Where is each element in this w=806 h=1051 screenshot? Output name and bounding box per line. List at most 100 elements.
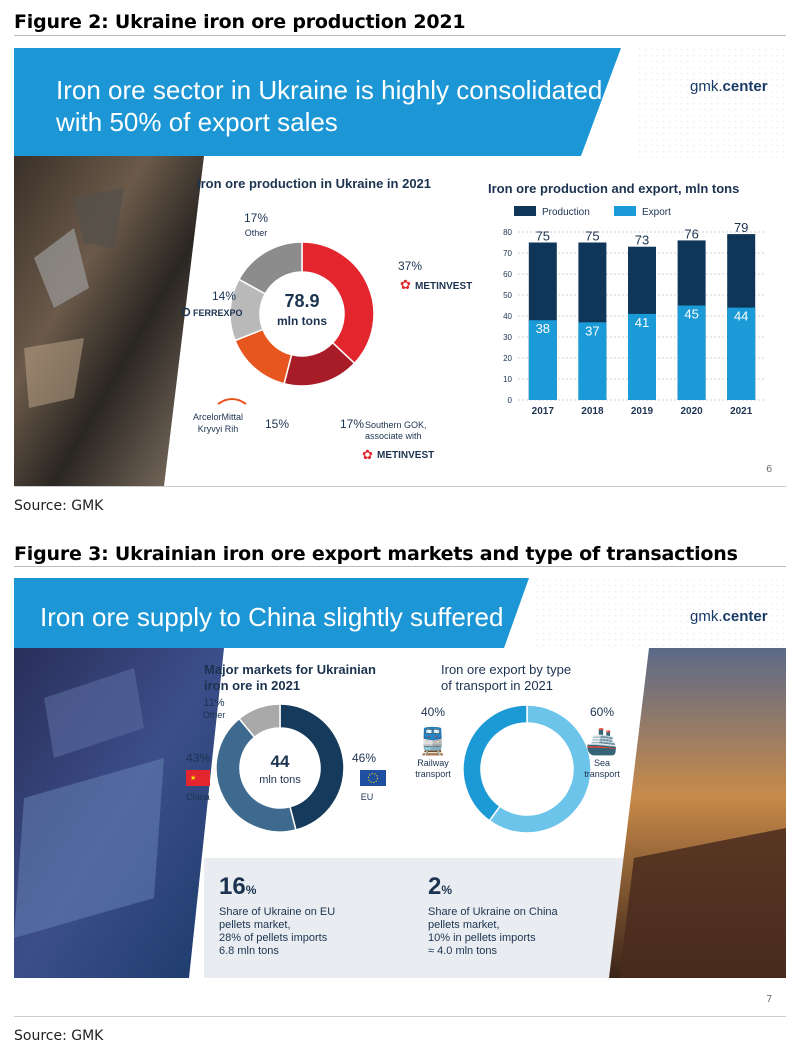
stat-china-line-1: Share of Ukraine on China <box>428 906 558 918</box>
transport-title-line-1: Iron ore export by type <box>441 662 571 677</box>
label-eu-pct: 46% <box>352 751 376 765</box>
bar-export <box>727 307 756 400</box>
metinvest-logo-icon: ✿ <box>362 447 373 462</box>
x-tick-label: 2020 <box>680 406 703 417</box>
label-rail-name-1: Railway <box>417 758 449 768</box>
headline-banner <box>14 48 621 156</box>
figure-3-slide: Iron ore supply to China slightly suffer… <box>14 578 786 1017</box>
markets-title-line-1: Major markets for Ukrainian <box>204 662 376 677</box>
headline-line-1: Iron ore sector in Ukraine is highly con… <box>56 75 603 105</box>
donut-center-unit: mln tons <box>277 314 327 328</box>
page-number: 6 <box>766 464 773 475</box>
rock-facet <box>74 188 124 248</box>
y-tick-label: 40 <box>503 312 512 321</box>
figure-2-source: Source: GMK <box>14 498 104 514</box>
label-rail-pct: 40% <box>421 705 445 719</box>
figure-3-background <box>14 578 786 978</box>
donut-center-value: 78.9 <box>284 291 319 311</box>
data-label-production: 73 <box>635 233 649 248</box>
y-tick-label: 20 <box>503 354 512 363</box>
stat-china-line-3: 10% in pellets imports <box>428 932 536 944</box>
figure-2-background <box>14 48 786 486</box>
label-ferrexpo-pct: 14% <box>212 289 236 303</box>
label-metinvest-name: METINVEST <box>415 281 472 292</box>
gmk-logo: gmk.center <box>690 78 768 95</box>
label-rail-name-2: transport <box>415 769 451 779</box>
slice-railway-transport <box>462 704 528 822</box>
data-label-export: 38 <box>536 321 550 336</box>
slice-other <box>237 241 303 295</box>
dot-pattern <box>534 578 786 648</box>
data-label-export: 44 <box>734 309 748 324</box>
stat-eu-line-3: 28% of pellets imports <box>219 932 328 944</box>
page-number: 7 <box>766 994 773 1005</box>
data-label-production: 79 <box>734 220 748 235</box>
transport-donut-chart: Iron ore export by type of transport in … <box>415 662 620 834</box>
bar-chart-title: Iron ore production and export, mln tons <box>488 181 739 196</box>
stat-china-line-2: pellets market, <box>428 919 500 931</box>
stat-china-value: 2 <box>428 873 442 900</box>
stat-eu-pct: % <box>245 883 257 897</box>
label-sgok-name-1: Southern GOK, <box>365 420 427 430</box>
donut-title: Iron ore production in Ukraine in 2021 <box>197 176 431 191</box>
y-tick-label: 10 <box>503 375 512 384</box>
stat-eu: 16% Share of Ukraine on EU pellets marke… <box>219 874 335 958</box>
label-arcelor-pct: 15% <box>265 417 289 431</box>
figure-2-caption: Figure 2: Ukraine iron ore production 20… <box>14 11 466 33</box>
headline-banner <box>14 578 529 648</box>
y-tick-label: 70 <box>503 249 512 258</box>
figure-2-rule <box>14 35 786 36</box>
stat-eu-line-1: Share of Ukraine on EU <box>219 906 336 918</box>
data-label-export: 37 <box>585 323 599 338</box>
headline: Iron ore supply to China slightly suffer… <box>40 602 504 632</box>
stats-panel <box>204 858 634 978</box>
figure-3-caption: Figure 3: Ukrainian iron ore export mark… <box>14 543 738 565</box>
production-donut-chart: Iron ore production in Ukraine in 2021 7… <box>181 176 472 462</box>
label-sea-name-2: transport <box>584 769 620 779</box>
slice-metinvest <box>301 241 375 365</box>
figure-2-slide: Iron ore sector in Ukraine is highly con… <box>14 48 786 487</box>
train-icon: 🚆 <box>417 726 449 756</box>
bar-export <box>578 322 607 400</box>
label-china-pct: 43% <box>186 751 210 765</box>
label-sgok-pct: 17% <box>340 417 364 431</box>
markets-center-unit: mln tons <box>259 774 301 786</box>
legend-export-swatch <box>614 206 636 216</box>
label-arcelor-name-1: ArcelorMittal <box>193 412 243 422</box>
rock-facet <box>34 228 89 308</box>
y-tick-label: 50 <box>503 291 512 300</box>
label-other-pct: 11% <box>203 697 224 709</box>
label-sea-pct: 60% <box>590 705 614 719</box>
ship-shape <box>14 758 164 938</box>
label-other-pct: 17% <box>244 211 268 225</box>
label-ferrexpo-name: FERREXPO <box>193 308 243 318</box>
legend-production-swatch <box>514 206 536 216</box>
stat-eu-line-2: pellets market, <box>219 919 291 931</box>
arcelormittal-logo-icon <box>217 398 247 405</box>
dot-pattern <box>634 48 786 158</box>
label-china-name: China <box>186 792 210 802</box>
production-export-bar-chart: Iron ore production and export, mln tons… <box>488 181 766 417</box>
stat-china-pct: % <box>441 883 453 897</box>
stat-china: 2% Share of Ukraine on China pellets mar… <box>428 874 558 958</box>
china-flag-icon <box>186 770 210 786</box>
data-label-production: 76 <box>684 226 698 241</box>
label-other-name: Other <box>245 228 268 238</box>
data-label-export: 41 <box>635 315 649 330</box>
y-tick-label: 0 <box>508 396 513 405</box>
stat-eu-value: 16 <box>219 873 246 900</box>
headline-line-2: with 50% of export sales <box>56 107 338 137</box>
metinvest-logo-icon: ✿ <box>400 277 411 292</box>
markets-center-value: 44 <box>271 752 290 771</box>
figure-3-rule <box>14 566 786 567</box>
bar-export <box>677 305 706 400</box>
label-sgok-logo: METINVEST <box>377 450 434 461</box>
ferrexpo-logo-icon <box>181 307 191 317</box>
eu-flag-stars <box>368 773 378 783</box>
headline: Iron ore sector in Ukraine is highly con… <box>56 74 602 138</box>
x-tick-label: 2021 <box>730 406 753 417</box>
y-tick-label: 60 <box>503 270 512 279</box>
rock-facet <box>24 338 84 408</box>
y-tick-label: 80 <box>503 228 512 237</box>
label-sea-name-1: Sea <box>594 758 610 768</box>
